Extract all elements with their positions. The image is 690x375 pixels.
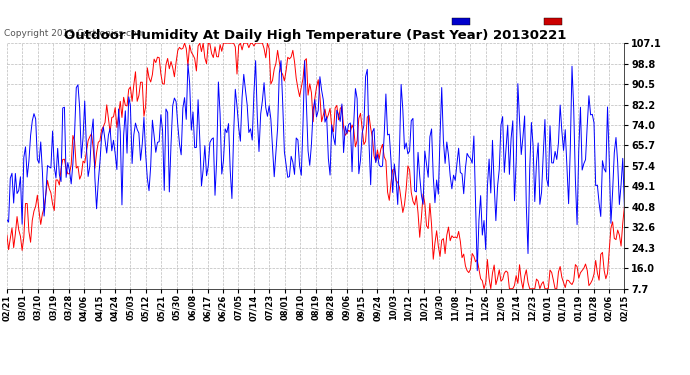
Legend: Humidity (%), Temp (°F): Humidity (%), Temp (°F): [450, 16, 620, 28]
Text: Copyright 2013 Cartronics.com: Copyright 2013 Cartronics.com: [4, 29, 145, 38]
Title: Outdoor Humidity At Daily High Temperature (Past Year) 20130221: Outdoor Humidity At Daily High Temperatu…: [64, 29, 567, 42]
